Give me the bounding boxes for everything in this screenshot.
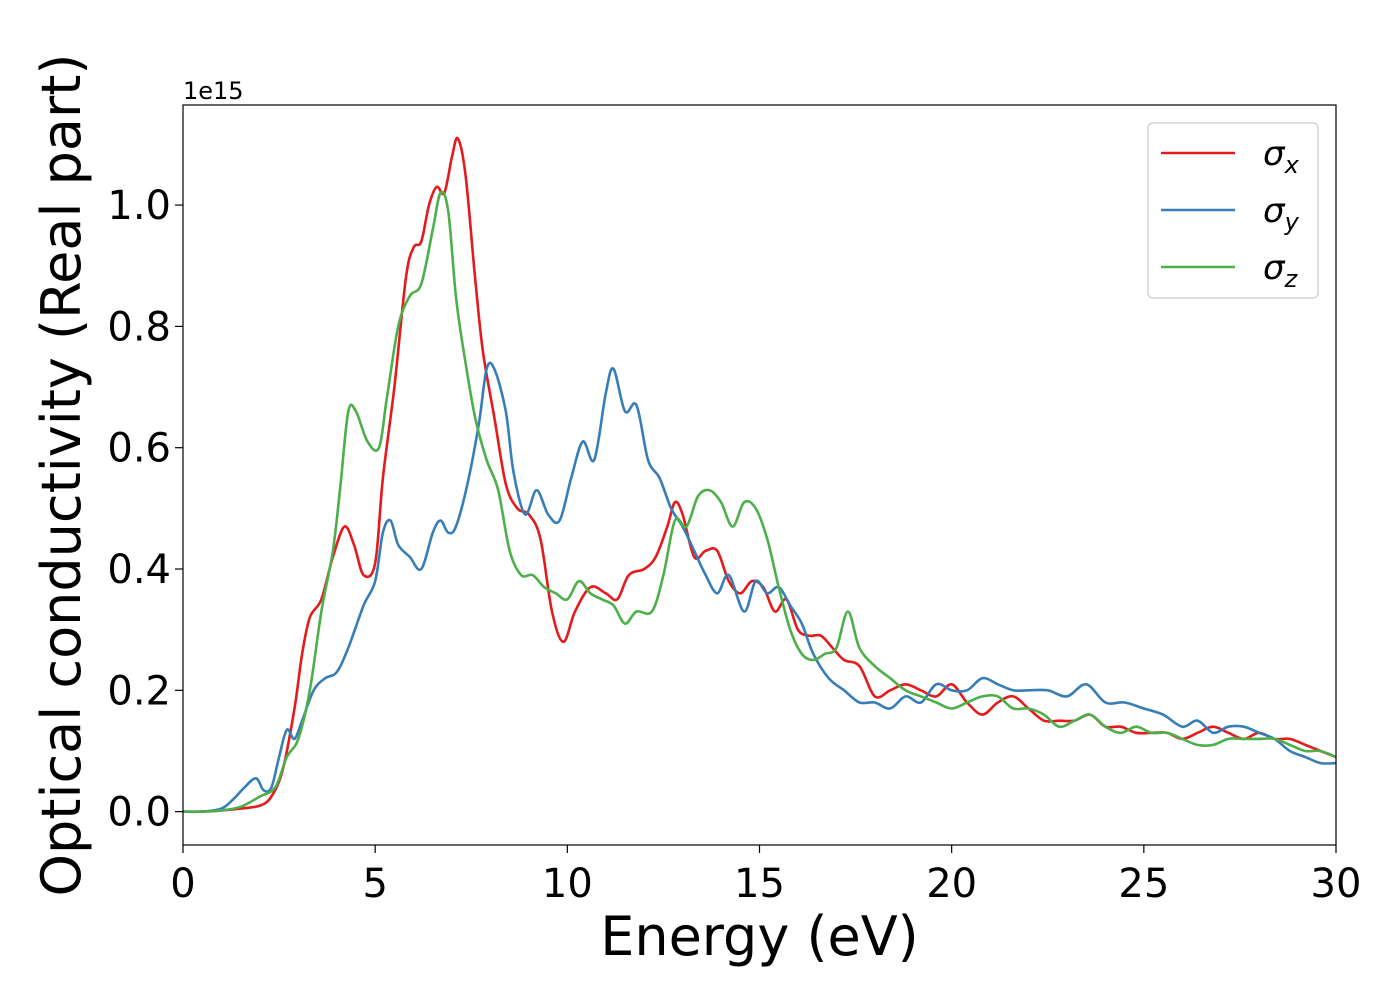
x-tick-label: 25 — [1118, 861, 1169, 907]
y-tick-label: 0.2 — [107, 668, 171, 714]
y-tick-label: 0.0 — [107, 790, 171, 836]
x-tick-label: 0 — [170, 861, 195, 907]
series-line-sigma-y — [183, 361, 1336, 814]
x-tick-label: 10 — [542, 861, 593, 907]
legend-label: σz — [1263, 248, 1299, 293]
series-layer — [183, 136, 1336, 814]
x-tick-label: 15 — [734, 861, 785, 907]
y-axis: 0.0 0.2 0.4 0.6 0.8 1.0 — [107, 183, 183, 836]
y-tick-label: 0.6 — [107, 426, 171, 472]
legend-entry-sigma-x: σx — [1161, 134, 1300, 179]
x-axis-label: Energy (eV) — [600, 905, 919, 968]
x-tick-label: 20 — [926, 861, 977, 907]
legend-label: σx — [1263, 134, 1300, 179]
y-tick-label: 0.4 — [107, 547, 171, 593]
legend: σx σy σz — [1147, 122, 1319, 299]
x-axis: 0 5 10 15 20 25 30 — [170, 845, 1361, 907]
y-axis-label: Optical conductivity (Real part) — [30, 54, 93, 897]
legend-entry-sigma-z: σz — [1161, 248, 1299, 293]
series-line-sigma-z — [183, 190, 1336, 813]
x-tick-label: 30 — [1311, 861, 1362, 907]
x-tick-label: 5 — [362, 861, 387, 907]
y-tick-label: 1.0 — [107, 183, 171, 229]
legend-entry-sigma-y: σy — [1161, 191, 1300, 236]
legend-label: σy — [1263, 191, 1300, 236]
y-tick-label: 0.8 — [107, 304, 171, 350]
y-offset-text: 1e15 — [183, 77, 244, 105]
